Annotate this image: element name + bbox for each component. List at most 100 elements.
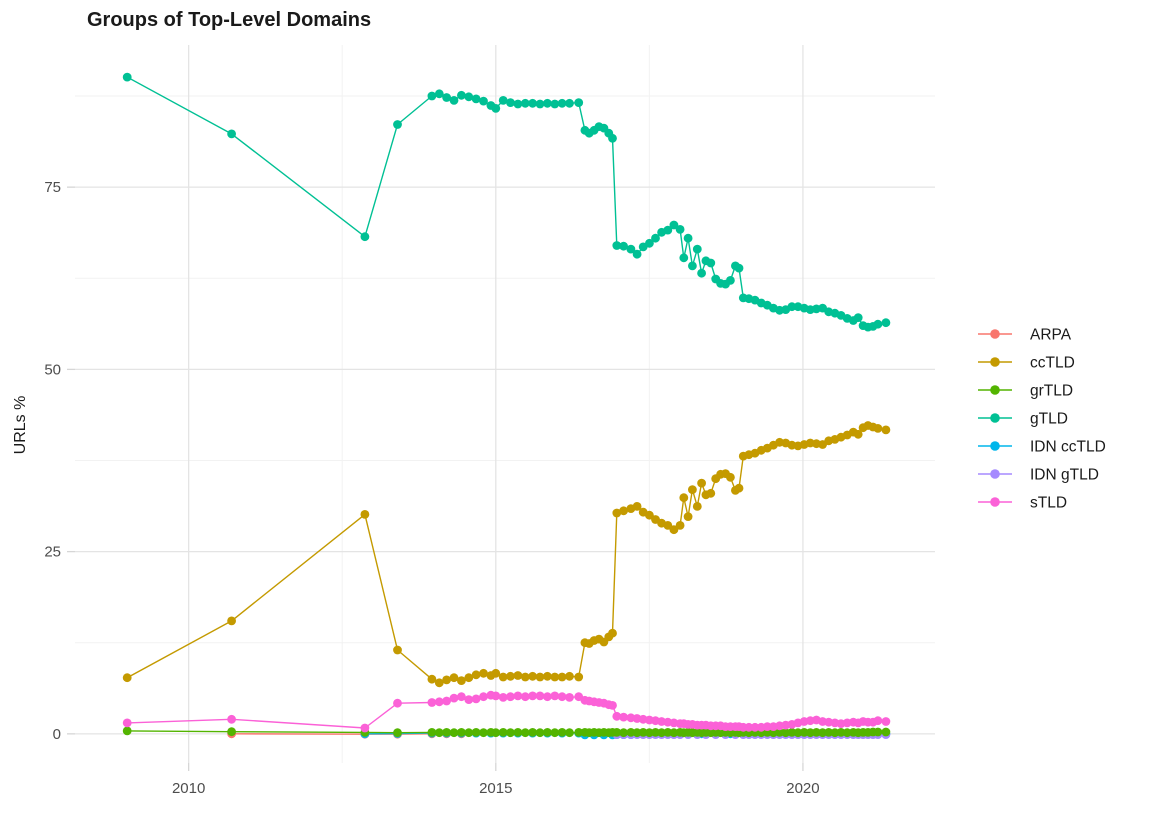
data-point xyxy=(793,728,803,738)
legend-key-point xyxy=(990,497,1000,507)
data-point xyxy=(632,249,642,259)
series-stld xyxy=(122,690,891,733)
data-point xyxy=(781,728,791,738)
data-point xyxy=(550,99,560,109)
data-point xyxy=(464,673,474,683)
data-point xyxy=(744,722,754,732)
data-point xyxy=(506,98,515,107)
data-point xyxy=(683,233,693,243)
data-point xyxy=(449,728,459,738)
data-point xyxy=(393,728,402,738)
data-point xyxy=(491,691,501,701)
data-point xyxy=(520,672,530,682)
data-point xyxy=(873,727,883,737)
data-point xyxy=(464,695,474,704)
data-point xyxy=(873,424,883,433)
x-tick-label: 2020 xyxy=(786,780,819,797)
data-point xyxy=(227,616,237,626)
data-point xyxy=(550,728,560,738)
data-point xyxy=(528,728,537,737)
data-point xyxy=(513,728,523,737)
data-point xyxy=(535,672,545,682)
data-point xyxy=(645,510,654,520)
data-point xyxy=(557,728,567,737)
data-point xyxy=(543,728,552,737)
data-point xyxy=(393,698,402,708)
data-point xyxy=(513,691,523,701)
series-grtld xyxy=(122,726,891,738)
data-point xyxy=(360,723,370,733)
data-point xyxy=(706,488,716,498)
data-point xyxy=(506,692,515,702)
data-point xyxy=(683,512,693,521)
data-point xyxy=(565,693,574,702)
data-point xyxy=(557,672,567,682)
data-point xyxy=(442,675,451,685)
data-point xyxy=(853,313,863,322)
data-point xyxy=(697,478,706,488)
legend-key-point xyxy=(990,329,1000,339)
data-point xyxy=(360,510,370,519)
data-point xyxy=(471,94,481,104)
legend-label: sTLD xyxy=(1030,495,1067,512)
data-point xyxy=(457,90,466,100)
data-point xyxy=(557,98,567,108)
data-point xyxy=(449,96,459,105)
legend-key-point xyxy=(990,469,1000,479)
series-cctld xyxy=(122,421,891,688)
data-point xyxy=(227,129,237,139)
data-point xyxy=(787,302,797,312)
data-point xyxy=(543,671,552,681)
data-point xyxy=(434,678,444,688)
data-point xyxy=(434,697,444,707)
data-point xyxy=(881,727,891,737)
data-point xyxy=(471,670,481,680)
legend-key-point xyxy=(990,441,1000,451)
data-point xyxy=(612,508,622,518)
data-point xyxy=(565,98,574,108)
data-point xyxy=(619,241,628,251)
data-point xyxy=(574,728,584,737)
legend-item-gtld: gTLD xyxy=(978,411,1068,428)
data-point xyxy=(479,668,488,678)
legend-item-cctld: ccTLD xyxy=(978,355,1075,372)
data-point xyxy=(464,92,474,102)
data-point xyxy=(427,91,437,101)
data-point xyxy=(543,692,552,702)
data-point xyxy=(626,244,636,254)
data-point xyxy=(535,728,545,738)
data-point xyxy=(393,120,402,129)
data-point xyxy=(543,98,552,108)
data-point xyxy=(528,98,537,108)
data-point xyxy=(697,268,706,278)
data-point xyxy=(812,728,821,737)
data-point xyxy=(506,671,515,681)
y-axis-title: URLs % xyxy=(12,396,29,455)
data-point xyxy=(520,98,530,108)
data-point xyxy=(535,691,545,701)
data-point xyxy=(645,238,654,248)
data-point xyxy=(675,225,685,234)
data-point xyxy=(491,104,501,113)
legend-item-stld: sTLD xyxy=(978,495,1067,512)
data-point xyxy=(612,728,622,737)
data-point xyxy=(750,722,760,732)
data-point xyxy=(464,728,474,738)
data-point xyxy=(506,728,515,738)
data-point xyxy=(881,717,891,726)
data-point xyxy=(873,716,883,726)
data-point xyxy=(528,671,537,681)
data-point xyxy=(726,276,735,285)
data-point xyxy=(360,232,370,242)
data-point xyxy=(675,521,685,530)
data-point xyxy=(449,693,459,703)
data-point xyxy=(498,96,508,105)
data-point xyxy=(528,691,537,701)
legend-key-point xyxy=(990,385,1000,395)
data-point xyxy=(457,728,466,737)
data-point xyxy=(734,263,744,273)
data-point xyxy=(626,728,636,737)
data-point xyxy=(574,98,584,107)
